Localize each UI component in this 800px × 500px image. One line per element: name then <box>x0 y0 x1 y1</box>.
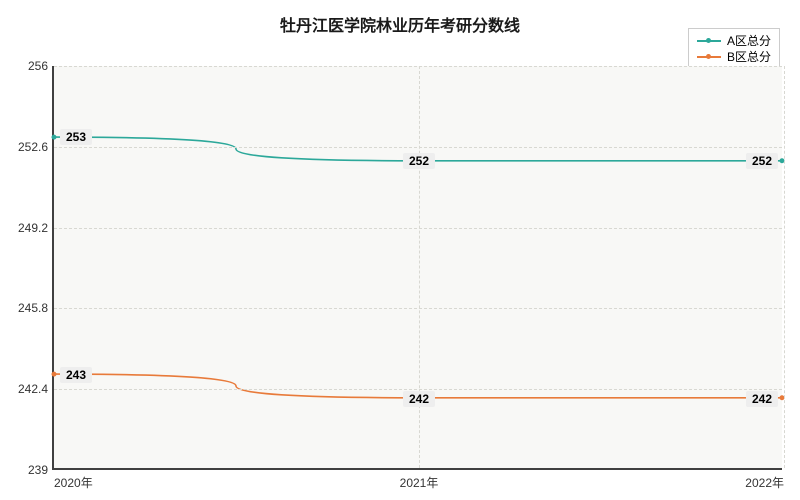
chart-title: 牡丹江医学院林业历年考研分数线 <box>0 12 800 36</box>
chart-container: 牡丹江医学院林业历年考研分数线 A区总分 B区总分 239242.4245.82… <box>0 0 800 500</box>
point-label: 252 <box>746 153 778 169</box>
point-label: 252 <box>403 153 435 169</box>
legend-item-b: B区总分 <box>697 49 771 65</box>
y-gridline <box>54 308 782 309</box>
y-gridline <box>54 66 782 67</box>
y-gridline <box>54 147 782 148</box>
legend-dot-a <box>706 38 711 43</box>
point-label: 242 <box>746 391 778 407</box>
legend-swatch-a <box>697 40 721 42</box>
series-marker <box>52 372 57 377</box>
point-label: 242 <box>403 391 435 407</box>
legend-dot-b <box>706 54 711 59</box>
x-tick-label: 2021年 <box>400 468 439 491</box>
plot-inner: 239242.4245.8249.2252.62562020年2021年2022… <box>54 66 782 468</box>
x-tick-label: 2020年 <box>54 468 93 491</box>
point-label: 243 <box>60 367 92 383</box>
line-layer <box>54 66 782 469</box>
legend-swatch-b <box>697 56 721 58</box>
plot-area: 239242.4245.8249.2252.62562020年2021年2022… <box>52 66 782 470</box>
legend-item-a: A区总分 <box>697 33 771 49</box>
y-tick-label: 252.6 <box>18 140 54 154</box>
y-gridline <box>54 228 782 229</box>
legend-label-a: A区总分 <box>727 33 771 49</box>
y-tick-label: 256 <box>28 59 54 73</box>
y-tick-label: 249.2 <box>18 221 54 235</box>
y-tick-label: 242.4 <box>18 382 54 396</box>
x-tick-label: 2022年 <box>745 468 784 491</box>
x-gridline <box>784 66 785 468</box>
y-tick-label: 245.8 <box>18 301 54 315</box>
legend-label-b: B区总分 <box>727 49 771 65</box>
x-gridline <box>419 66 420 468</box>
legend: A区总分 B区总分 <box>688 28 780 70</box>
y-tick-label: 239 <box>28 463 54 477</box>
point-label: 253 <box>60 129 92 145</box>
